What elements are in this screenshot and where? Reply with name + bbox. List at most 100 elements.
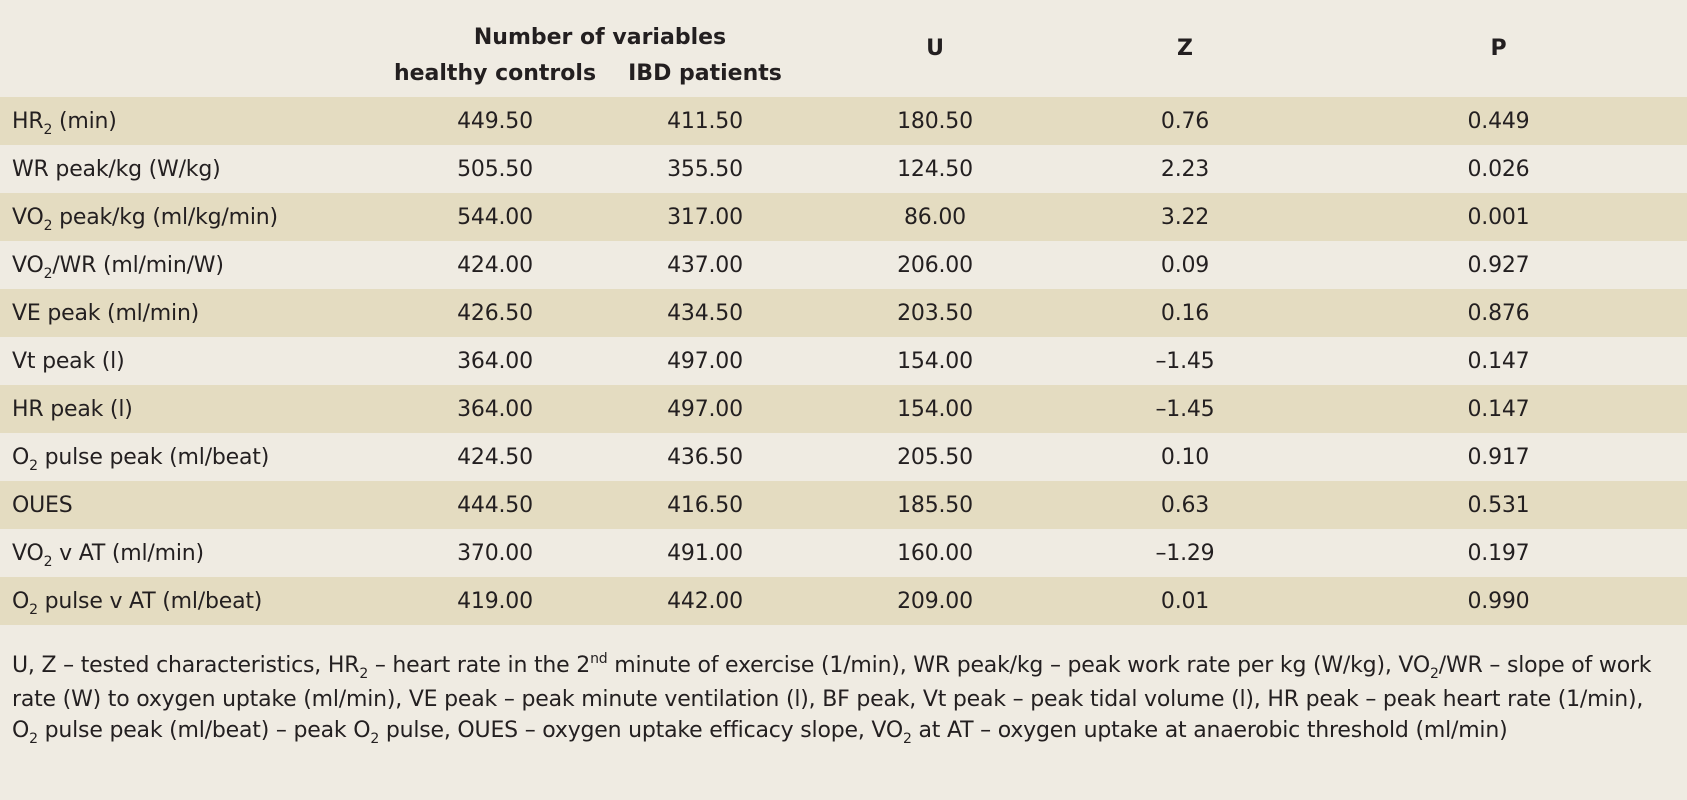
- cell-z: 0.76: [1060, 97, 1310, 145]
- row-label: HR2 (min): [0, 97, 390, 145]
- cell-u: 206.00: [810, 241, 1060, 289]
- header-healthy-controls: healthy controls: [393, 61, 597, 86]
- header-u: U: [926, 36, 944, 61]
- row-label: VE peak (ml/min): [0, 289, 390, 337]
- row-label-text: O: [12, 444, 30, 470]
- cell-healthy: 449.50: [390, 97, 600, 145]
- header-z: Z: [1177, 36, 1193, 61]
- cell-healthy: 424.50: [390, 433, 600, 481]
- cell-ibd: 437.00: [600, 241, 810, 289]
- results-table: Number of variables U Z P healthy contro…: [0, 0, 1687, 625]
- cell-healthy: 419.00: [390, 577, 600, 625]
- cell-p: 0.990: [1310, 577, 1687, 625]
- row-label-text: HR: [12, 108, 44, 134]
- row-label-text-suffix: /WR (ml/min/W): [52, 252, 224, 278]
- footnote-text: pulse, OUES – oxygen uptake efficacy slo…: [379, 718, 903, 743]
- cell-healthy: 424.00: [390, 241, 600, 289]
- row-label-text-suffix: peak/kg (ml/kg/min): [52, 204, 278, 230]
- footnote-subscript: 2: [902, 731, 912, 747]
- cell-p: 0.927: [1310, 241, 1687, 289]
- cell-ibd: 317.00: [600, 193, 810, 241]
- row-label: Vt peak (l): [0, 337, 390, 385]
- cell-p: 0.026: [1310, 145, 1687, 193]
- footnote-text: pulse peak (ml/beat) – peak O: [37, 718, 371, 743]
- row-label-text: HR peak (l): [12, 396, 133, 422]
- cell-u: 86.00: [810, 193, 1060, 241]
- header-p: P: [1490, 36, 1507, 61]
- cell-u: 203.50: [810, 289, 1060, 337]
- row-label-text: VE peak (ml/min): [12, 300, 200, 326]
- footnote-subscript: 2: [370, 731, 380, 747]
- cell-p: 0.531: [1310, 481, 1687, 529]
- table-row: WR peak/kg (W/kg) 505.50 355.50 124.50 2.23 0…: [0, 145, 1687, 193]
- cell-healthy: 364.00: [390, 337, 600, 385]
- row-label-subscript: 2: [43, 121, 53, 138]
- footnote-text: /WR – slope of work rate (W) to oxygen u…: [12, 653, 1652, 743]
- table-row: VO2 v AT (ml/min) 370.00 491.00 160.00 –1.29…: [0, 529, 1687, 577]
- footnote-text: U, Z – tested characteristics, HR: [12, 653, 360, 678]
- cell-u: 205.50: [810, 433, 1060, 481]
- cell-ibd: 434.50: [600, 289, 810, 337]
- table-footnote: U, Z – tested characteristics, HR2 – hea…: [12, 650, 1672, 749]
- row-label-text-suffix: pulse peak (ml/beat): [37, 444, 270, 470]
- table-row: HR2 (min) 449.50 411.50 180.50 0.76 0.449: [0, 97, 1687, 145]
- cell-u: 154.00: [810, 337, 1060, 385]
- cell-z: 0.01: [1060, 577, 1310, 625]
- cell-healthy: 444.50: [390, 481, 600, 529]
- cell-ibd: 497.00: [600, 337, 810, 385]
- row-label: VO2 v AT (ml/min): [0, 529, 390, 577]
- header-blank-2: [0, 50, 390, 97]
- row-label-subscript: 2: [43, 553, 53, 570]
- cell-ibd: 355.50: [600, 145, 810, 193]
- row-label-text-suffix: (min): [52, 108, 117, 134]
- row-label-text: VO: [12, 540, 44, 566]
- row-label-text: WR peak/kg (W/kg): [12, 156, 221, 182]
- row-label-text: OUES: [12, 492, 73, 518]
- footnote-subscript: 2: [359, 666, 369, 682]
- cell-ibd: 491.00: [600, 529, 810, 577]
- cell-z: –1.29: [1060, 529, 1310, 577]
- cell-ibd: 436.50: [600, 433, 810, 481]
- footnote-subscript: 2: [1430, 666, 1439, 682]
- cell-u: 180.50: [810, 97, 1060, 145]
- cell-p: 0.147: [1310, 385, 1687, 433]
- footnote-text: – heart rate in the 2: [368, 653, 591, 678]
- cell-ibd: 442.00: [600, 577, 810, 625]
- row-label: O2 pulse peak (ml/beat): [0, 433, 390, 481]
- row-label-subscript: 2: [43, 265, 53, 282]
- cell-p: 0.449: [1310, 97, 1687, 145]
- cell-healthy: 505.50: [390, 145, 600, 193]
- cell-p: 0.147: [1310, 337, 1687, 385]
- table-row: VO2/WR (ml/min/W) 424.00 437.00 206.00 0.09 0…: [0, 241, 1687, 289]
- table-row: Vt peak (l) 364.00 497.00 154.00 –1.45 0.147: [0, 337, 1687, 385]
- row-label: HR peak (l): [0, 385, 390, 433]
- cell-z: 2.23: [1060, 145, 1310, 193]
- table-body: HR2 (min) 449.50 411.50 180.50 0.76 0.449 WR p…: [0, 97, 1687, 625]
- header-number-of-variables: Number of variables: [473, 25, 727, 50]
- cell-p: 0.876: [1310, 289, 1687, 337]
- row-label: VO2 peak/kg (ml/kg/min): [0, 193, 390, 241]
- row-label-text-suffix: v AT (ml/min): [52, 540, 204, 566]
- cell-healthy: 426.50: [390, 289, 600, 337]
- cell-healthy: 544.00: [390, 193, 600, 241]
- row-label: O2 pulse v AT (ml/beat): [0, 577, 390, 625]
- row-label-subscript: 2: [43, 217, 53, 234]
- row-label-subscript: 2: [29, 457, 38, 474]
- table-header: Number of variables U Z P healthy contro…: [0, 0, 1687, 97]
- cell-ibd: 411.50: [600, 97, 810, 145]
- row-label: OUES: [0, 481, 390, 529]
- header-blank: [0, 0, 390, 50]
- cell-u: 124.50: [810, 145, 1060, 193]
- cell-p: 0.197: [1310, 529, 1687, 577]
- footnote-text: minute of exercise (1/min), WR peak/kg –…: [607, 653, 1431, 678]
- table-row: VO2 peak/kg (ml/kg/min) 544.00 317.00 86.00…: [0, 193, 1687, 241]
- row-label-text: O: [12, 588, 30, 614]
- row-label-text-suffix: pulse v AT (ml/beat): [37, 588, 263, 614]
- cell-u: 160.00: [810, 529, 1060, 577]
- row-label: WR peak/kg (W/kg): [0, 145, 390, 193]
- row-label-text: Vt peak (l): [12, 348, 125, 374]
- cell-z: –1.45: [1060, 385, 1310, 433]
- row-label-subscript: 2: [29, 601, 38, 618]
- cell-z: 3.22: [1060, 193, 1310, 241]
